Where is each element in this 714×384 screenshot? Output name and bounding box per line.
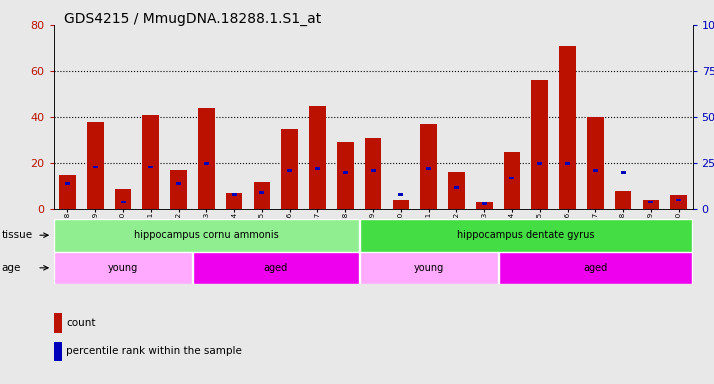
- Bar: [54, 252, 192, 284]
- Text: GDS4215 / MmugDNA.18288.1.S1_at: GDS4215 / MmugDNA.18288.1.S1_at: [64, 12, 321, 25]
- Bar: [498, 252, 692, 284]
- Bar: [54, 342, 63, 361]
- Bar: [426, 167, 431, 170]
- Text: tissue: tissue: [1, 230, 33, 240]
- Text: young: young: [413, 263, 444, 273]
- Bar: [615, 191, 631, 209]
- Bar: [360, 252, 498, 284]
- Bar: [170, 170, 187, 209]
- Text: aged: aged: [583, 263, 608, 273]
- Bar: [398, 193, 403, 196]
- Bar: [176, 182, 181, 185]
- Text: hippocampus cornu ammonis: hippocampus cornu ammonis: [134, 230, 278, 240]
- Bar: [65, 182, 70, 185]
- Bar: [59, 175, 76, 209]
- Text: aged: aged: [263, 263, 288, 273]
- Bar: [537, 162, 542, 165]
- Bar: [510, 177, 515, 179]
- Bar: [87, 122, 104, 209]
- Bar: [559, 46, 576, 209]
- Bar: [454, 186, 459, 189]
- Bar: [54, 219, 358, 252]
- Bar: [448, 172, 465, 209]
- Bar: [531, 80, 548, 209]
- Bar: [143, 115, 159, 209]
- Text: count: count: [66, 318, 96, 328]
- Bar: [193, 252, 358, 284]
- Bar: [115, 189, 131, 209]
- Text: age: age: [1, 263, 21, 273]
- Bar: [565, 162, 570, 165]
- Bar: [503, 152, 521, 209]
- Bar: [620, 171, 625, 174]
- Bar: [371, 169, 376, 172]
- Bar: [253, 182, 271, 209]
- Bar: [360, 219, 692, 252]
- Bar: [259, 191, 264, 194]
- Bar: [393, 200, 409, 209]
- Bar: [315, 167, 320, 170]
- Bar: [670, 195, 687, 209]
- Bar: [421, 124, 437, 209]
- Bar: [204, 162, 209, 165]
- Bar: [149, 166, 154, 168]
- Bar: [676, 199, 681, 202]
- Bar: [54, 313, 63, 333]
- Bar: [198, 108, 215, 209]
- Bar: [93, 166, 98, 168]
- Text: young: young: [108, 263, 138, 273]
- Text: percentile rank within the sample: percentile rank within the sample: [66, 346, 242, 356]
- Bar: [121, 200, 126, 203]
- Bar: [287, 169, 292, 172]
- Bar: [226, 193, 243, 209]
- Bar: [365, 138, 381, 209]
- Bar: [482, 202, 487, 205]
- Bar: [309, 106, 326, 209]
- Bar: [231, 193, 236, 196]
- Bar: [343, 171, 348, 174]
- Bar: [587, 117, 603, 209]
- Bar: [476, 202, 493, 209]
- Bar: [281, 129, 298, 209]
- Bar: [593, 169, 598, 172]
- Bar: [337, 142, 353, 209]
- Bar: [643, 200, 659, 209]
- Text: hippocampus dentate gyrus: hippocampus dentate gyrus: [457, 230, 595, 240]
- Bar: [648, 200, 653, 203]
